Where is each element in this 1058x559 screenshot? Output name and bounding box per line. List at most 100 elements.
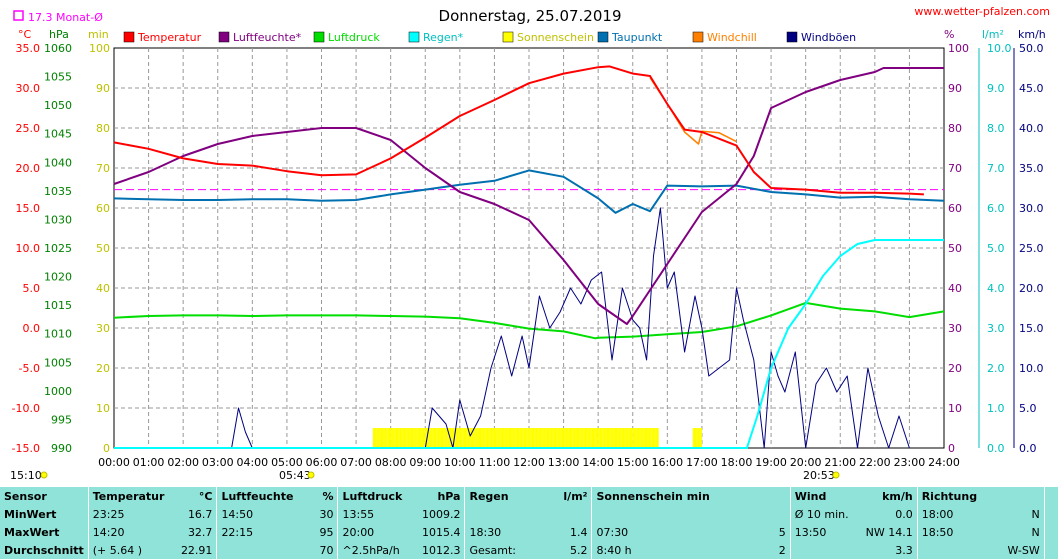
hdr-rain-unit: l/m² (563, 489, 588, 503)
y-tick-sun_min: 90 (96, 82, 110, 95)
x-tick-label: 09:00 (409, 456, 441, 469)
y-tick-wind_kmh: 0.0 (1019, 442, 1037, 455)
press-value: 1015.4 (421, 525, 461, 539)
y-tick-wind_kmh: 25.0 (1019, 242, 1044, 255)
y-tick-pressure_hpa: 1040 (44, 156, 72, 169)
sun-time: 07:30 (591, 523, 739, 541)
row-spacer (1043, 523, 1058, 541)
temp-time: (+ 5.64 ) (87, 541, 169, 559)
unit-pressure: hPa (49, 28, 69, 41)
sunset-time: 20:53 (803, 469, 835, 482)
row-label: MinWert (4, 507, 57, 521)
row-label: MaxWert (4, 525, 60, 539)
wind-value: 3.3 (895, 543, 913, 557)
y-tick-temp_c: 35.0 (16, 42, 41, 55)
stats-row-max: MaxWert 14:20 32.7 22:15 95 20:00 1015.4… (0, 523, 1058, 541)
dir-time: 18:00 (916, 505, 986, 523)
legend-swatch-humidity (218, 31, 230, 43)
x-tick-label: 15:00 (617, 456, 649, 469)
y-tick-humidity_pct: 80 (948, 122, 962, 135)
temp-value: 22.91 (180, 543, 213, 557)
y-tick-wind_kmh: 15.0 (1019, 322, 1044, 335)
y-tick-temp_c: 15.0 (16, 202, 41, 215)
press-time: 20:00 (337, 523, 417, 541)
y-tick-pressure_hpa: 1045 (44, 128, 72, 141)
y-tick-humidity_pct: 90 (948, 82, 962, 95)
y-tick-wind_kmh: 30.0 (1019, 202, 1044, 215)
legend-label-humidity: Luftfeuchte* (233, 31, 302, 44)
y-tick-wind_kmh: 35.0 (1019, 162, 1044, 175)
legend-swatch-pressure (313, 31, 325, 43)
hdr-pressure: Luftdruck (337, 487, 417, 505)
wind-value: 0.0 (895, 507, 913, 521)
x-tick-label: 21:00 (824, 456, 856, 469)
y-tick-rain_lm2: 0.0 (987, 442, 1005, 455)
y-tick-humidity_pct: 20 (948, 362, 962, 375)
x-tick-label: 24:00 (928, 456, 960, 469)
temp-time: 23:25 (87, 505, 169, 523)
dir-value: N (1031, 507, 1040, 521)
sunrise-icon (307, 471, 315, 479)
y-tick-rain_lm2: 7.0 (987, 162, 1005, 175)
y-tick-wind_kmh: 50.0 (1019, 42, 1044, 55)
press-value: 1012.3 (421, 543, 461, 557)
y-tick-pressure_hpa: 1050 (44, 99, 72, 112)
unit-wind: km/h (1018, 28, 1046, 41)
hum-value: 70 (319, 543, 334, 557)
x-tick-label: 08:00 (375, 456, 407, 469)
y-tick-sun_min: 60 (96, 202, 110, 215)
rain-value (543, 505, 592, 523)
monthly-avg-label: 17.3 Monat-Ø (28, 11, 103, 24)
y-tick-wind_kmh: 10.0 (1019, 362, 1044, 375)
rain-line (114, 239, 944, 449)
legend-swatch-dewpoint (597, 31, 609, 43)
y-tick-humidity_pct: 0 (948, 442, 955, 455)
legend-label-windchill: Windchill (707, 31, 757, 44)
rain-value: 1.4 (569, 525, 588, 539)
sun-value: 5 (778, 525, 786, 539)
unit-rain: l/m² (982, 28, 1004, 41)
wind-time: 13:50 (789, 523, 859, 541)
y-tick-temp_c: 20.0 (16, 162, 41, 175)
hdr-humidity: Luftfeuchte (216, 487, 298, 505)
legend-swatch-rain (408, 31, 420, 43)
legend-label-gust: Windböen (801, 31, 856, 44)
weather-chart: 00:00 01:00 02:00 03:00 04:00 05:00 06:00 07:00… (10, 5, 1050, 482)
y-tick-rain_lm2: 8.0 (987, 122, 1005, 135)
x-tick-label: 10:00 (444, 456, 476, 469)
y-tick-humidity_pct: 60 (948, 202, 962, 215)
y-tick-humidity_pct: 30 (948, 322, 962, 335)
website-label[interactable]: www.wetter-pfalzen.com (914, 5, 1050, 18)
y-tick-pressure_hpa: 1035 (44, 185, 72, 198)
dir-time (916, 541, 986, 559)
y-tick-rain_lm2: 3.0 (987, 322, 1005, 335)
y-tick-pressure_hpa: 1025 (44, 242, 72, 255)
row-spacer (1043, 541, 1058, 559)
hdr-direction: Richtung (916, 487, 986, 505)
legend-swatch-gust (786, 31, 798, 43)
x-tick-label: 03:00 (202, 456, 234, 469)
hum-value: 30 (319, 507, 334, 521)
hum-time: 14:50 (216, 505, 298, 523)
y-tick-wind_kmh: 40.0 (1019, 122, 1044, 135)
sun-time (591, 505, 739, 523)
x-tick-label: 23:00 (894, 456, 926, 469)
hdr-temp-unit: °C (198, 489, 213, 503)
x-tick-label: 06:00 (306, 456, 338, 469)
hum-time: 22:15 (216, 523, 298, 541)
x-tick-label: 02:00 (167, 456, 199, 469)
x-tick-label: 07:00 (340, 456, 372, 469)
hdr-sunshine: Sonnenschein min (591, 487, 791, 505)
y-tick-temp_c: 5.0 (23, 282, 41, 295)
hum-time (216, 541, 298, 559)
unit-min: min (88, 28, 109, 41)
y-tick-temp_c: -10.0 (12, 402, 40, 415)
y-tick-pressure_hpa: 995 (51, 413, 72, 426)
pressure-line (113, 301, 945, 340)
hdr-wind: Wind (789, 487, 859, 505)
legend-swatch-windchill (692, 31, 704, 43)
y-tick-temp_c: -15.0 (12, 442, 40, 455)
hdr-temperature: Temperatur (87, 487, 169, 505)
unit-temp: °C (18, 28, 32, 41)
row-label: Durchschnitt (4, 543, 84, 557)
